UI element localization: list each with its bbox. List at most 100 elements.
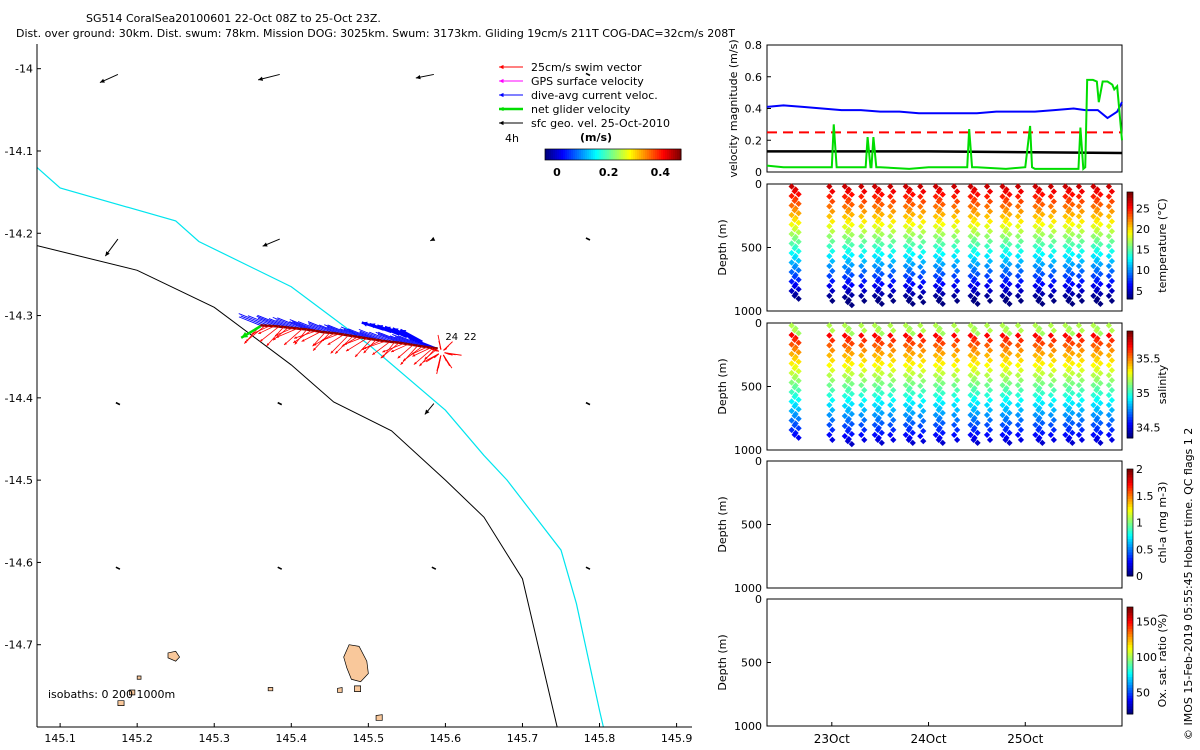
chla-colorbar-segment bbox=[1127, 495, 1133, 499]
chla-colorbar-segment bbox=[1127, 519, 1133, 523]
salinity-data-point bbox=[1002, 327, 1009, 334]
chla-colorbar-tick: 0 bbox=[1136, 570, 1143, 583]
oxygen-colorbar-tick: 50 bbox=[1136, 687, 1150, 700]
salinity-data-point bbox=[983, 421, 991, 429]
salinity-data-point bbox=[1065, 387, 1072, 394]
temperature-data-point bbox=[858, 233, 865, 240]
temperature-data-point bbox=[970, 297, 977, 304]
temperature-data-point bbox=[829, 277, 836, 285]
chla-colorbar-segment bbox=[1127, 506, 1133, 510]
salinity-data-point bbox=[788, 369, 795, 377]
temperature-data-point bbox=[1035, 188, 1042, 195]
colorbar-segment bbox=[547, 149, 550, 160]
salinity-data-point bbox=[861, 337, 868, 344]
salinity-colorbar-segment bbox=[1127, 403, 1133, 407]
temperature-data-point bbox=[917, 263, 924, 271]
temperature-data-point bbox=[887, 233, 894, 240]
salinity-data-point bbox=[1039, 409, 1046, 417]
temperature-data-point bbox=[917, 293, 924, 301]
temperature-data-point bbox=[1090, 203, 1097, 210]
colorbar-segment bbox=[643, 149, 646, 160]
temperature-data-point bbox=[1047, 223, 1054, 230]
chla-colorbar-segment bbox=[1127, 509, 1133, 513]
oxygen-colorbar-tick: 150 bbox=[1136, 615, 1157, 628]
swim-vector-27 bbox=[301, 331, 321, 342]
salinity-data-point bbox=[1108, 347, 1116, 354]
temperature-data-point bbox=[1069, 231, 1076, 238]
temperature-data-point bbox=[951, 233, 958, 240]
salinity-data-point bbox=[935, 347, 942, 354]
salinity-data-point bbox=[1032, 382, 1039, 389]
oxygen-colorbar-segment bbox=[1127, 660, 1133, 664]
oxygen-colorbar-label: Ox. sat. ratio (%) bbox=[1156, 614, 1169, 708]
temperature-data-point bbox=[1062, 233, 1069, 240]
oxygen-colorbar-segment bbox=[1127, 663, 1133, 667]
salinity-data-point bbox=[1062, 352, 1069, 359]
salinity-data-point bbox=[874, 367, 881, 374]
salinity-data-point bbox=[999, 382, 1006, 389]
swim-vector-40-head bbox=[244, 340, 248, 344]
sfc-vector-13 bbox=[277, 566, 283, 570]
sfc-vector-12 bbox=[115, 566, 121, 570]
temperature-data-point bbox=[1032, 193, 1039, 200]
temperature-data-point bbox=[974, 280, 981, 288]
chla-colorbar-segment bbox=[1127, 487, 1133, 491]
salinity-data-point bbox=[986, 396, 994, 404]
temperature-data-point bbox=[954, 277, 961, 285]
temperature-data-point bbox=[1093, 218, 1100, 225]
temperature-data-point bbox=[871, 262, 878, 270]
temperature-data-point bbox=[1050, 267, 1057, 275]
velocity-y-tick-label: 0.4 bbox=[745, 103, 763, 116]
temperature-data-point bbox=[1035, 287, 1042, 295]
temperature-data-point bbox=[1090, 233, 1097, 240]
salinity-data-point bbox=[861, 327, 868, 334]
temperature-data-point bbox=[858, 203, 865, 210]
colorbar-segment bbox=[605, 149, 608, 160]
swim-vector-17 bbox=[345, 338, 368, 352]
salinity-data-point bbox=[841, 372, 848, 379]
map-x-tick-label: 145.8 bbox=[584, 732, 616, 745]
swim-vector-12-shaft bbox=[372, 341, 391, 356]
salinity-data-point bbox=[887, 401, 894, 409]
oxygen-colorbar-segment bbox=[1127, 703, 1133, 707]
colorbar-segment bbox=[557, 149, 560, 160]
map-y-tick-label: -14.3 bbox=[5, 310, 33, 323]
temperature-data-point bbox=[1017, 297, 1025, 304]
chla-colorbar-segment bbox=[1127, 525, 1133, 529]
salinity-data-point bbox=[954, 377, 961, 384]
swim-vector-20-head bbox=[335, 350, 339, 354]
salinity-data-point bbox=[983, 332, 991, 339]
salinity-colorbar-segment bbox=[1127, 371, 1133, 375]
salinity-data-point bbox=[974, 419, 981, 427]
temperature-data-point bbox=[841, 283, 848, 291]
colorbar-segment bbox=[623, 149, 626, 160]
salinity-data-point bbox=[826, 401, 833, 409]
temperature-data-point bbox=[939, 300, 946, 307]
salinity-data-point bbox=[1075, 401, 1083, 409]
chla-colorbar-segment bbox=[1127, 469, 1133, 473]
temperature-data-point bbox=[829, 287, 836, 295]
temperature-data-point bbox=[1097, 270, 1104, 278]
salinity-data-point bbox=[858, 332, 865, 339]
swim-vector-32-shaft bbox=[275, 328, 298, 339]
legend-arrow-4-head bbox=[499, 120, 504, 126]
temperature-data-point bbox=[829, 267, 836, 275]
temperature-data-point bbox=[1017, 267, 1025, 275]
temperature-colorbar-segment bbox=[1127, 277, 1133, 281]
isobath-200m bbox=[37, 245, 558, 727]
salinity-data-point bbox=[954, 436, 961, 443]
salinity-data-point bbox=[905, 396, 912, 404]
temperature-data-point bbox=[1035, 297, 1042, 304]
chla-colorbar-segment bbox=[1127, 498, 1133, 502]
temperature-data-point bbox=[1065, 188, 1072, 195]
temperature-data-point bbox=[1035, 248, 1042, 255]
salinity-data-point bbox=[1050, 406, 1057, 414]
temperature-data-point bbox=[826, 282, 833, 290]
salinity-data-point bbox=[878, 399, 885, 407]
salinity-data-point bbox=[1047, 332, 1054, 339]
salinity-data-point bbox=[932, 362, 939, 369]
temperature-data-point bbox=[1017, 248, 1025, 255]
temperature-colorbar-segment bbox=[1127, 242, 1133, 246]
salinity-data-point bbox=[983, 352, 991, 359]
